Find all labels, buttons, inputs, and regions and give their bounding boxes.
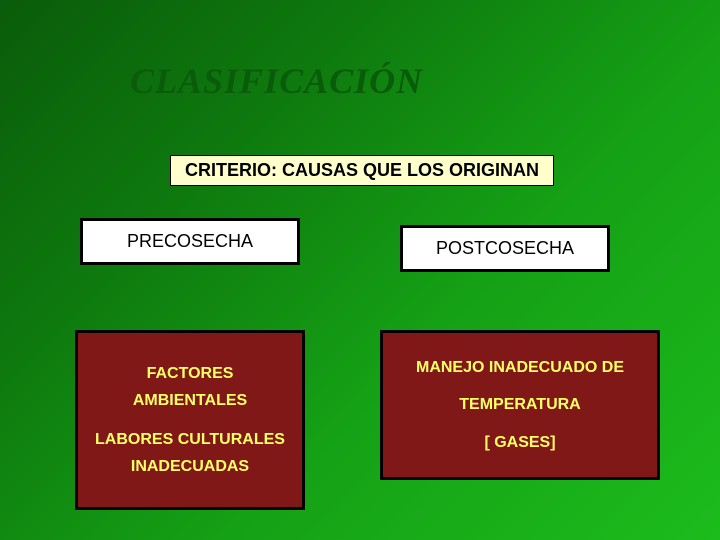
manejo-item-3: [ GASES] — [393, 429, 647, 456]
precosecha-box: PRECOSECHA — [80, 218, 300, 265]
criterion-banner: CRITERIO: CAUSAS QUE LOS ORIGINAN — [170, 155, 554, 186]
manejo-item-1: MANEJO INADECUADO DE — [393, 354, 647, 381]
postcosecha-box: POSTCOSECHA — [400, 225, 610, 272]
manejo-box: MANEJO INADECUADO DE TEMPERATURA [ GASES… — [380, 330, 660, 480]
factores-item-1: FACTORES AMBIENTALES — [88, 360, 292, 414]
postcosecha-label: POSTCOSECHA — [436, 238, 574, 258]
page-title: CLASIFICACIÓN — [130, 60, 423, 102]
manejo-item-2: TEMPERATURA — [393, 391, 647, 418]
factores-item-2: LABORES CULTURALES INADECUADAS — [88, 426, 292, 480]
factores-box: FACTORES AMBIENTALES LABORES CULTURALES … — [75, 330, 305, 510]
precosecha-label: PRECOSECHA — [127, 231, 253, 251]
